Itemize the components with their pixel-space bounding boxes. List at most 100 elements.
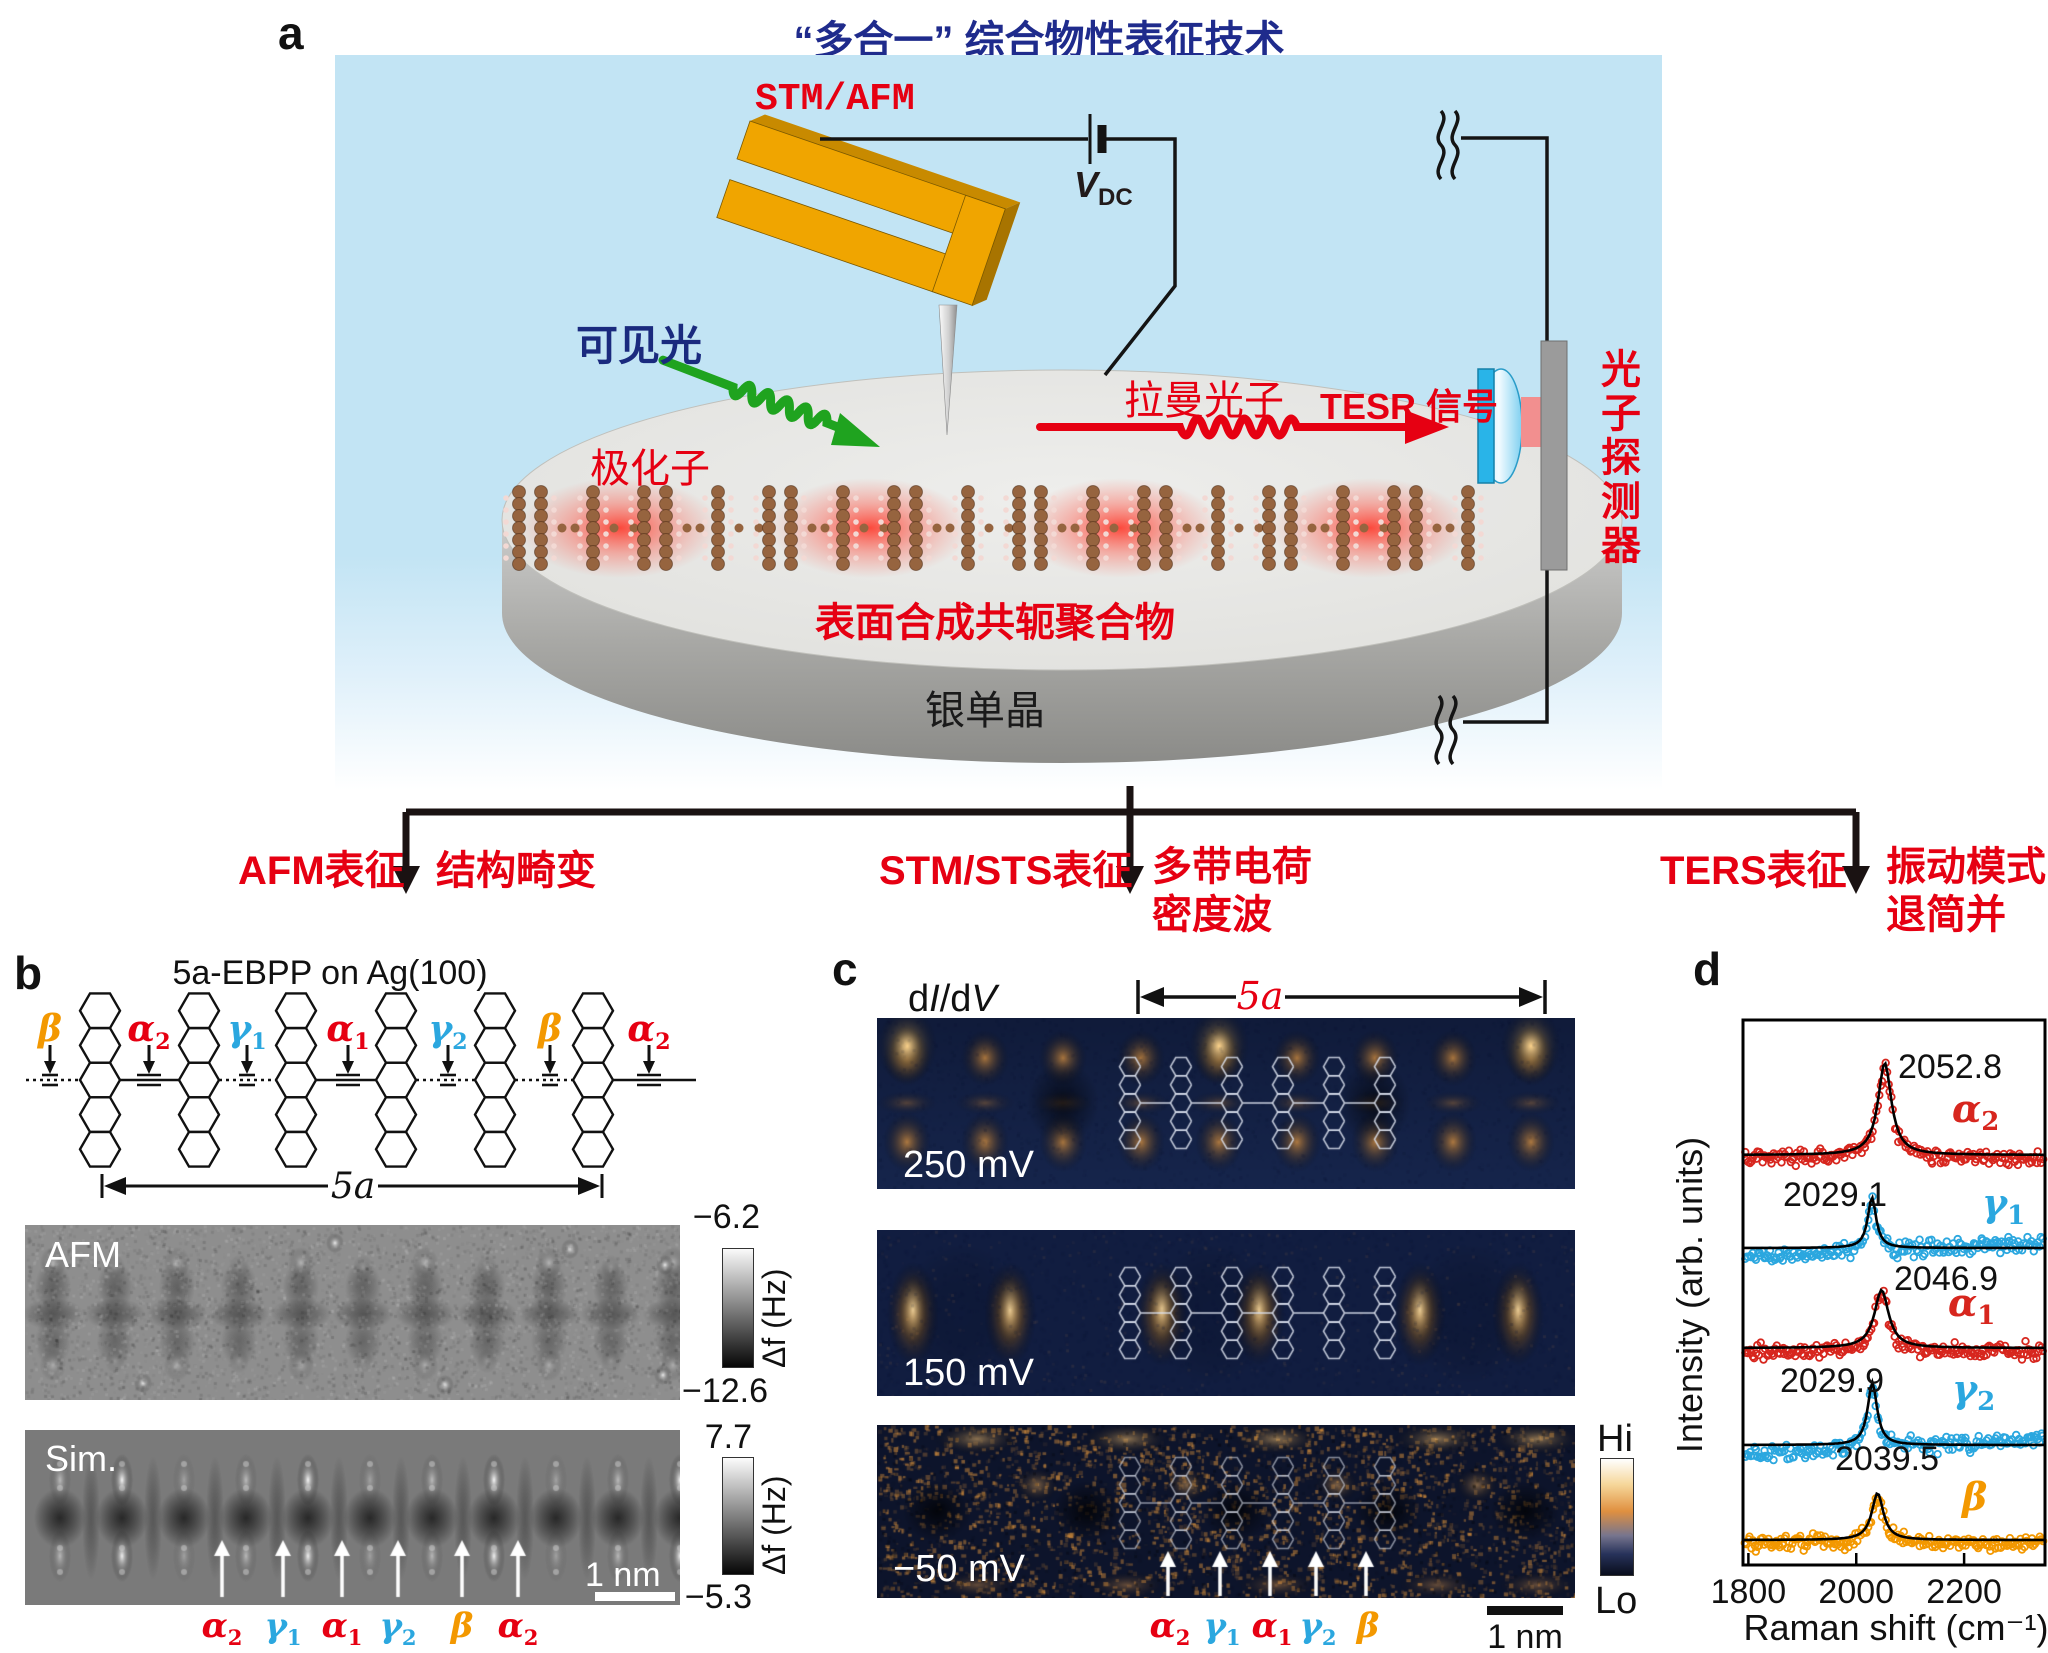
sim-site-label-5: α2 — [497, 1606, 539, 1650]
sim-site-label-1: γ1 — [264, 1606, 302, 1650]
peak-value-2: 2046.9 — [1894, 1260, 1998, 1298]
unit-cell-span-b-label: 5a — [331, 1166, 375, 1207]
didv-d1: d — [908, 978, 930, 1020]
peak-value-1: 2029.1 — [1783, 1176, 1887, 1214]
branch-afm-result: 结构畸变 — [436, 849, 596, 893]
raman-yaxis-label: Intensity (arb. units) — [1669, 1137, 1710, 1453]
c-site-label-2: α1 — [1251, 1606, 1293, 1650]
spectra-traces — [1740, 1058, 2048, 1556]
series-name-4: β — [1960, 1474, 1987, 1519]
stm-afm-label: STM/AFM — [755, 78, 915, 121]
bond-label-5: β — [538, 1008, 562, 1050]
raman-photon-arrow — [1036, 410, 1449, 444]
sim-image-label: Sim. — [45, 1438, 117, 1479]
trace-2 — [1741, 1286, 2047, 1364]
series-name-0: α2 — [1952, 1086, 1999, 1137]
sim-site-label-4: β — [450, 1606, 474, 1646]
vdc-label: VDC — [1074, 164, 1133, 212]
bond-label-1: α2 — [127, 1008, 171, 1056]
sim-site-label-0: α2 — [201, 1606, 243, 1650]
sim-colorbar — [722, 1457, 754, 1575]
visible-light-arrow — [658, 355, 880, 447]
panel-a-scene — [501, 109, 1623, 766]
trace-3 — [1741, 1377, 2047, 1465]
afm-colorbar-max: −6.2 — [692, 1198, 760, 1236]
bond-label-4: γ2 — [428, 1008, 468, 1056]
branch-ters-method: TERS表征 — [1660, 849, 1847, 893]
chain-bonds — [26, 1073, 696, 1087]
panel-c-label: c — [832, 943, 858, 995]
branch-stm-result-1: 多带电荷 — [1152, 845, 1312, 889]
bond-label-3: α1 — [326, 1008, 370, 1056]
c-colorbar-lo: Lo — [1595, 1580, 1638, 1622]
c-site-label-3: γ2 — [1299, 1606, 1337, 1650]
branch-afm-method: AFM表征 — [238, 849, 405, 893]
bias-label-150mv: 150 mV — [903, 1352, 1034, 1394]
sim-site-label-2: α1 — [321, 1606, 363, 1650]
didv-map-neg50mv — [877, 1425, 1575, 1598]
polymer-label: 表面合成共轭聚合物 — [815, 601, 1175, 645]
raman-spectra-plot: Raman shift (cm⁻¹) Intensity (arb. units… — [1669, 1018, 2048, 1648]
detector-active-area — [1521, 397, 1543, 447]
plot-frame — [1741, 1018, 2047, 1567]
trace-4 — [1740, 1491, 2048, 1556]
raman-photon-label: 拉曼光子 — [1124, 379, 1284, 423]
didv-d2: /d — [939, 978, 972, 1020]
polymer-chain — [503, 485, 1484, 571]
bond-label-0: β — [38, 1008, 62, 1050]
sim-site-label-3: γ2 — [379, 1606, 417, 1650]
afm-image-label: AFM — [45, 1234, 121, 1275]
c-site-label-0: α2 — [1149, 1606, 1191, 1650]
chemical-structure: 5a — [26, 992, 696, 1207]
sim-colorbar-label: Δf (Hz) — [756, 1475, 792, 1575]
sim-scalebar-text: 1 nm — [585, 1556, 661, 1594]
didv-i: I — [929, 978, 940, 1020]
tuning-fork-sensor — [716, 114, 1021, 307]
bond-label-2: γ1 — [227, 1008, 267, 1056]
xtick-2: 2200 — [1926, 1573, 2002, 1611]
branch-stm-result-2: 密度波 — [1152, 893, 1272, 937]
acene-columns — [78, 992, 615, 1168]
vdc-symbol: V — [1074, 164, 1099, 205]
branch-stm-method: STM/STS表征 — [879, 849, 1133, 893]
stm-tip — [938, 304, 958, 436]
panel-b-label: b — [14, 947, 43, 999]
trace-1 — [1740, 1192, 2047, 1266]
afm-image — [25, 1225, 680, 1400]
simulated-afm-image — [25, 1430, 680, 1605]
branch-arrows — [392, 786, 1870, 894]
visible-light-label: 可见光 — [576, 322, 703, 369]
bond-label-6: α2 — [627, 1008, 671, 1056]
afm-colorbar-label: Δf (Hz) — [756, 1268, 792, 1368]
didv-map-150mv — [877, 1230, 1575, 1396]
raman-xaxis-label: Raman shift (cm⁻¹) — [1743, 1607, 2048, 1648]
branch-ters-result-2: 退简并 — [1886, 893, 2006, 937]
panel-b-title: 5a-EBPP on Ag(100) — [172, 954, 488, 992]
xtick-0: 1800 — [1711, 1573, 1787, 1611]
panel-d-label: d — [1693, 943, 1722, 995]
unit-cell-span-b — [100, 1174, 604, 1198]
collection-lens — [1477, 368, 1523, 484]
tesr-signal-label: TESR 信号 — [1320, 386, 1499, 427]
sim-colorbar-min: −5.3 — [684, 1578, 752, 1616]
didv-map-250mv — [877, 1018, 1575, 1189]
polaron-label: 极化子 — [590, 447, 710, 491]
sim-scalebar — [595, 1592, 675, 1601]
series-name-1: γ1 — [1982, 1180, 2025, 1231]
trace-0 — [1741, 1058, 2048, 1171]
bias-label-250mv: 250 mV — [903, 1144, 1034, 1186]
didv-v: V — [971, 978, 997, 1020]
xtick-1: 2000 — [1818, 1573, 1894, 1611]
series-name-3: γ2 — [1952, 1366, 1995, 1417]
bond-label-arrows — [44, 1045, 655, 1074]
unit-cell-span-c: 5a — [1136, 974, 1547, 1018]
didv-label: dI/dV — [908, 978, 997, 1021]
photon-detector-label: 光子探测器 — [1595, 348, 1639, 568]
unit-cell-span-c-label: 5a — [1237, 974, 1284, 1018]
sim-colorbar-max: 7.7 — [704, 1418, 752, 1456]
peak-value-0: 2052.8 — [1898, 1048, 2002, 1086]
c-scalebar-text: 1 nm — [1487, 1618, 1563, 1653]
vdc-subscript: DC — [1098, 184, 1133, 212]
c-site-label-1: γ1 — [1203, 1606, 1241, 1650]
